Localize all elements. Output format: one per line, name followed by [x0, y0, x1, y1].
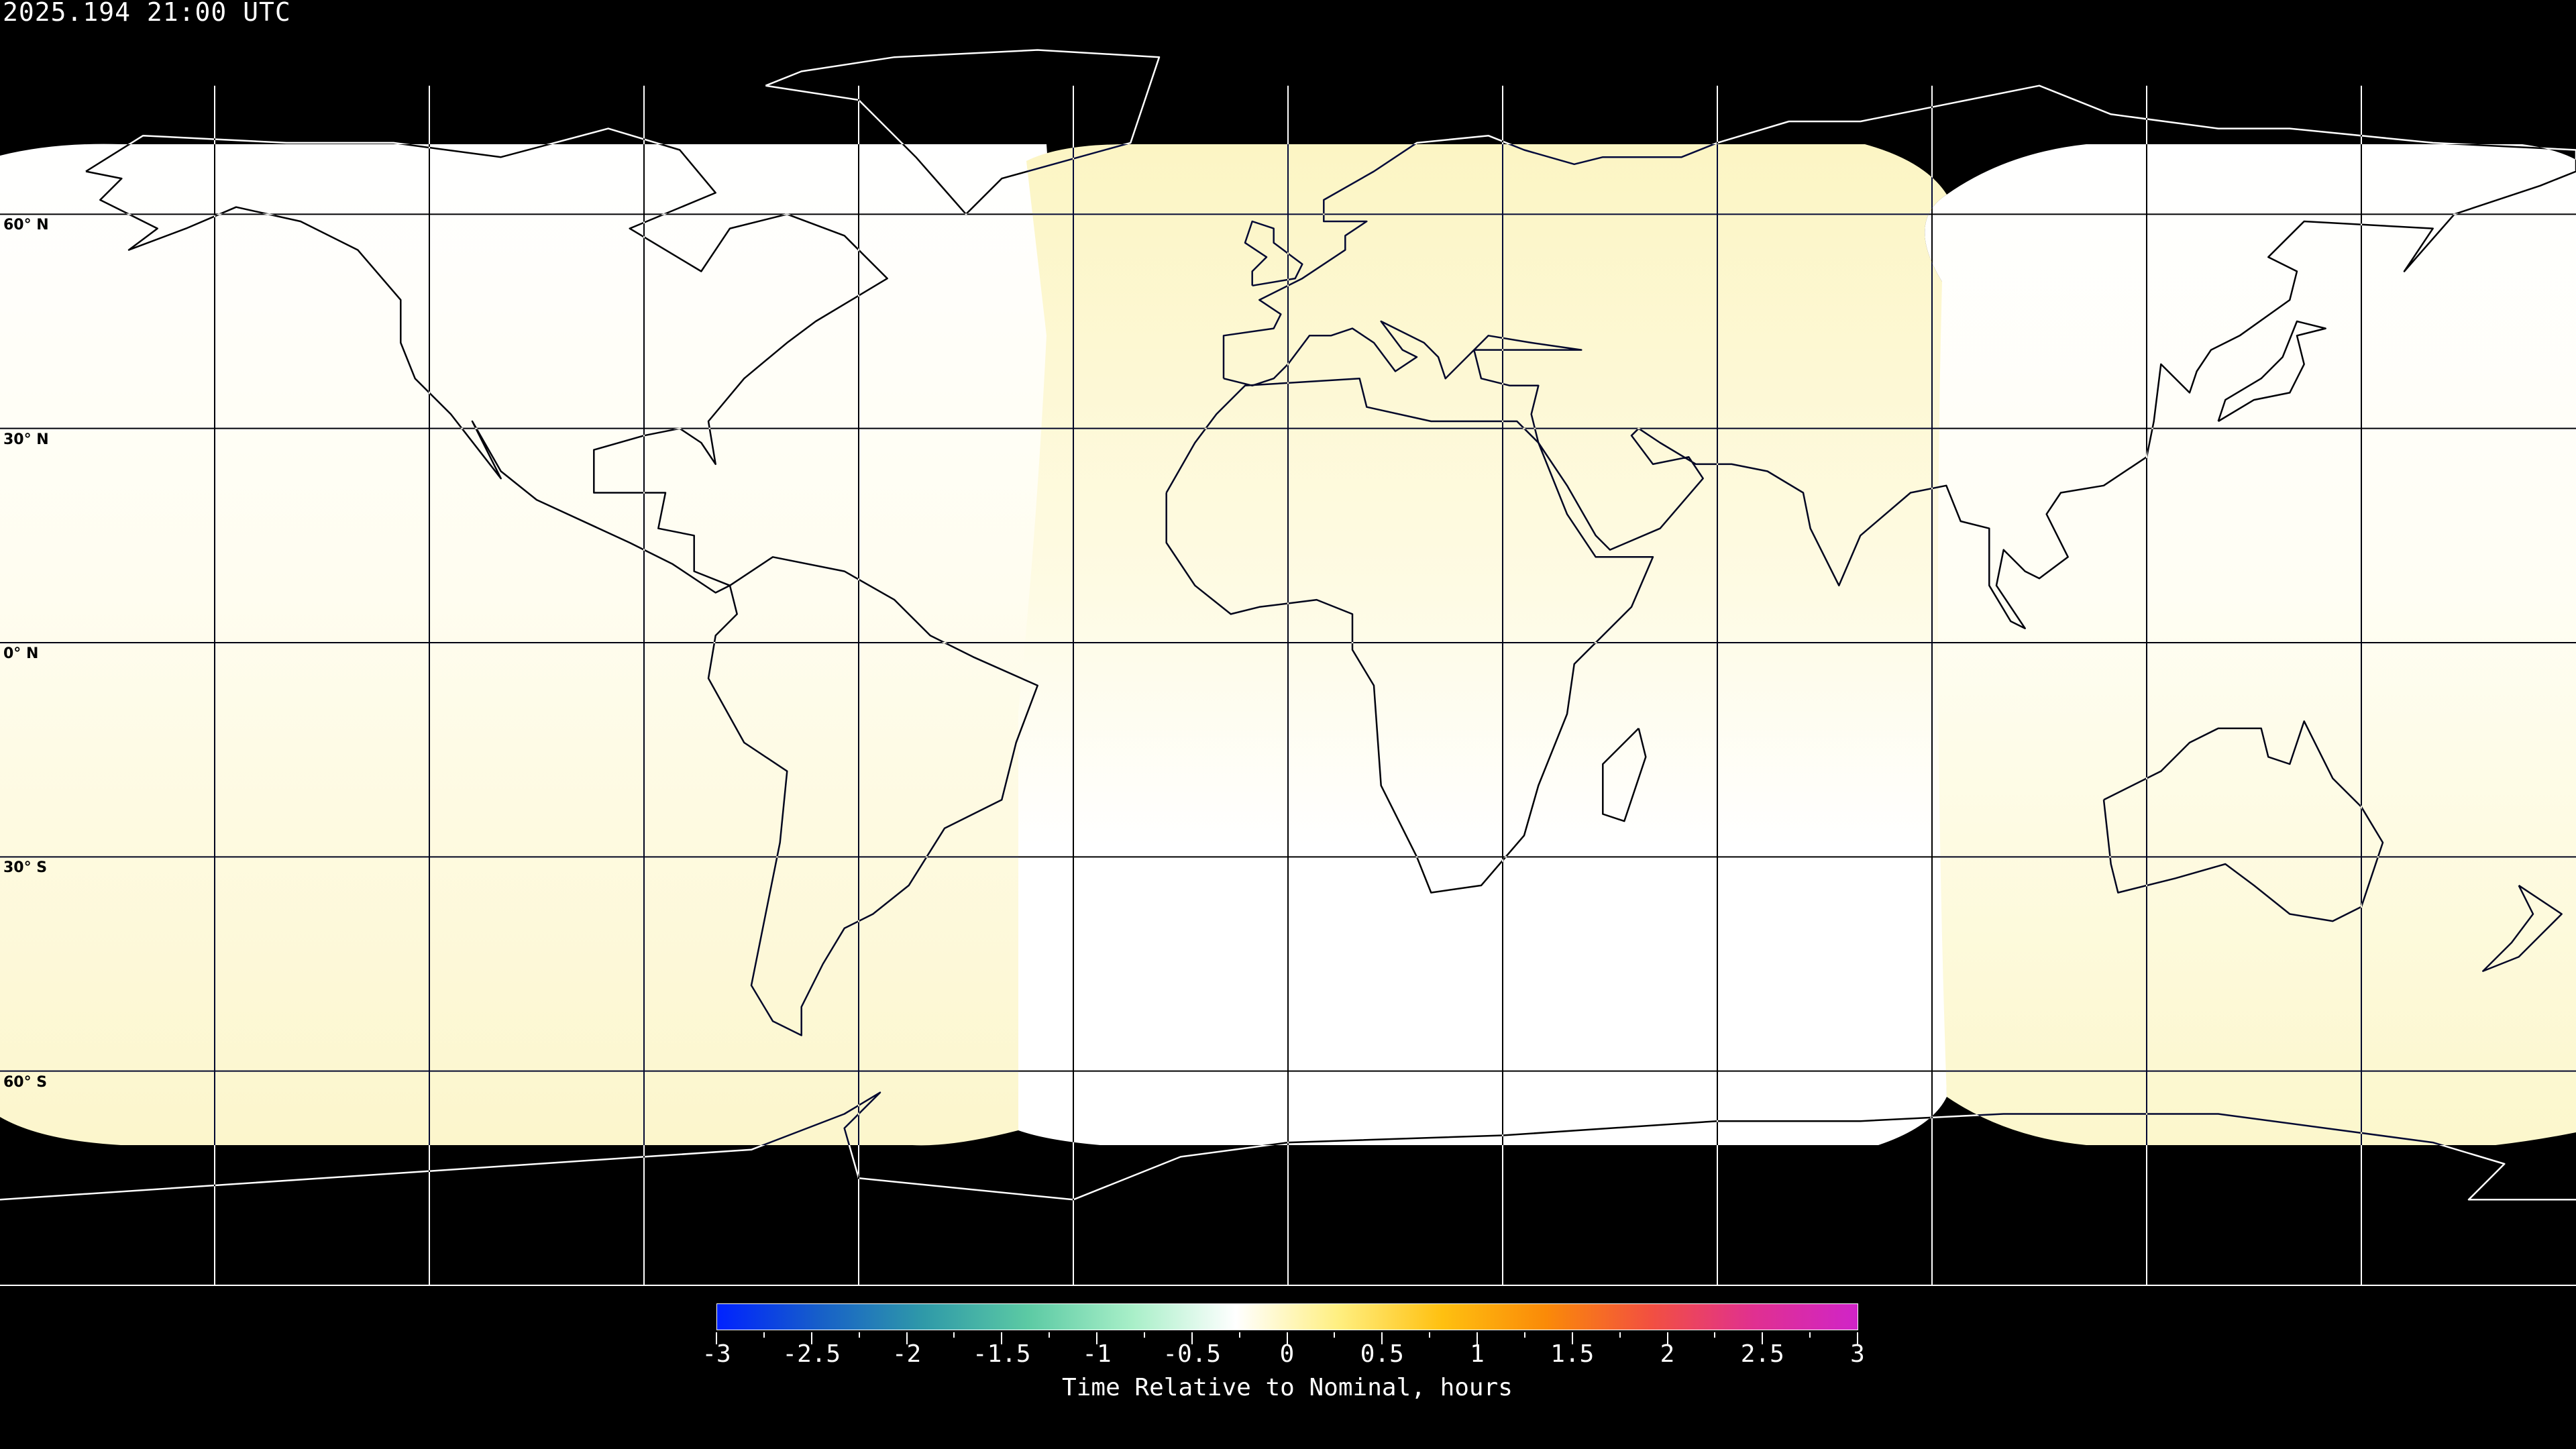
coastline-antarctica	[0, 1091, 2576, 1201]
coverage-region-west	[0, 144, 1080, 1146]
coastlines	[0, 49, 2576, 1201]
colorbar-tick-label: -2	[892, 1340, 922, 1368]
colorbar-tick	[1191, 1332, 1193, 1344]
colorbar	[716, 1303, 1858, 1330]
colorbar-tick	[1714, 1332, 1716, 1338]
colorbar-tick	[1286, 1332, 1288, 1344]
coastline-japan	[2217, 320, 2326, 423]
colorbar-tick	[1523, 1332, 1525, 1338]
colorbar-tick	[1381, 1332, 1383, 1344]
colorbar-tick	[1238, 1332, 1240, 1338]
latitude-label: 30° S	[3, 859, 48, 877]
colorbar-tick	[858, 1332, 860, 1338]
colorbar-tick	[1049, 1332, 1051, 1338]
colorbar-tick	[1429, 1332, 1431, 1338]
latitude-label: 60° N	[3, 217, 49, 234]
colorbar-tick	[1857, 1332, 1858, 1344]
colorbar-tick	[1571, 1332, 1573, 1344]
colorbar-tick-label: -1	[1082, 1340, 1112, 1368]
colorbar-tick-label: 0	[1279, 1340, 1295, 1368]
coastline-australia	[2102, 720, 2384, 922]
coastline-eurasia	[1222, 85, 2576, 629]
colorbar-tick	[906, 1332, 908, 1344]
colorbar-tick-label: 2.5	[1740, 1340, 1784, 1368]
colorbar-tick	[953, 1332, 955, 1338]
coastline-uk	[1244, 220, 1303, 287]
colorbar-tick-label: -2.5	[782, 1340, 841, 1368]
coastline-south-america	[707, 556, 1038, 1036]
colorbar-tick	[1096, 1332, 1097, 1344]
world-map	[0, 49, 2576, 1286]
colorbar-tick-label: -0.5	[1163, 1340, 1222, 1368]
coastline-madagascar	[1602, 727, 1647, 822]
colorbar-tick-label: 2	[1660, 1340, 1675, 1368]
colorbar-tick	[1762, 1332, 1764, 1344]
latitude-label: 0° N	[3, 645, 39, 662]
colorbar-tick	[1666, 1332, 1668, 1344]
colorbar-tick-label: 3	[1850, 1340, 1865, 1368]
timestamp-title: 2025.194 21:00 UTC	[3, 0, 291, 27]
latitude-label: 60° S	[3, 1073, 48, 1091]
colorbar-tick	[810, 1332, 812, 1344]
colorbar-tick	[1334, 1332, 1336, 1338]
colorbar-tick-label: 1.5	[1550, 1340, 1595, 1368]
coastline-north-america	[85, 127, 888, 594]
colorbar-tick	[1809, 1332, 1811, 1338]
coastline-new-zealand	[2482, 884, 2563, 972]
latitude-label: 30° N	[3, 431, 49, 448]
colorbar-tick	[716, 1332, 717, 1344]
colorbar-label: Time Relative to Nominal, hours	[1062, 1374, 1513, 1401]
coastline-greenland	[765, 49, 1161, 215]
graticule	[0, 85, 2576, 1286]
coverage-region-east	[1925, 144, 2576, 1145]
coastline-africa	[1165, 377, 1654, 894]
colorbar-tick-label: -3	[702, 1340, 731, 1368]
colorbar-tick-label: 0.5	[1360, 1340, 1404, 1368]
colorbar-tick	[1619, 1332, 1621, 1338]
colorbar-tick	[763, 1332, 765, 1338]
colorbar-tick	[1477, 1332, 1478, 1344]
colorbar-tick-label: -1.5	[972, 1340, 1031, 1368]
colorbar-tick	[1001, 1332, 1003, 1344]
colorbar-tick	[1143, 1332, 1145, 1338]
colorbar-tick-label: 1	[1470, 1340, 1485, 1368]
coverage-region-central	[1018, 144, 1947, 1145]
